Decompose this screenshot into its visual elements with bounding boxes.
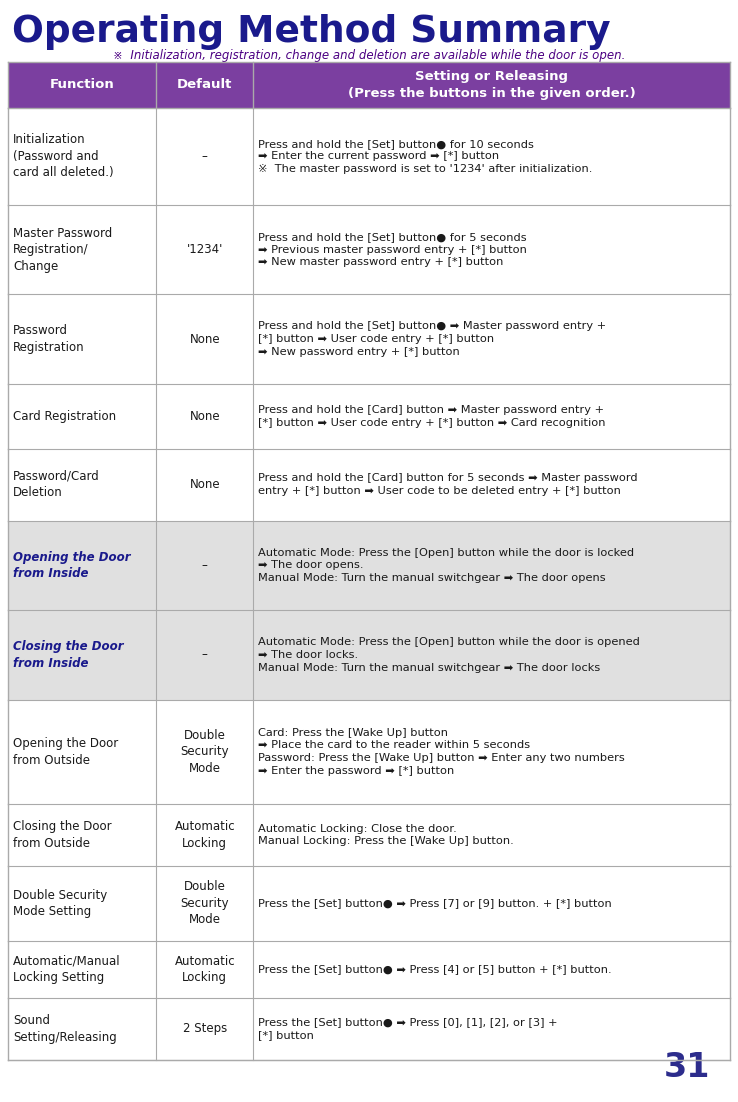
Text: –: –: [201, 648, 207, 661]
Text: Function: Function: [49, 78, 114, 91]
Text: Automatic Locking: Close the door.
Manual Locking: Press the [Wake Up] button.: Automatic Locking: Close the door. Manua…: [258, 823, 514, 846]
Text: Press and hold the [Set] button● ➡ Master password entry +
[*] button ➡ User cod: Press and hold the [Set] button● ➡ Maste…: [258, 322, 607, 357]
Text: Operating Method Summary: Operating Method Summary: [12, 14, 610, 50]
Text: –: –: [201, 150, 207, 163]
Text: Press and hold the [Set] button● for 10 seconds
➡ Enter the current password ➡ [: Press and hold the [Set] button● for 10 …: [258, 139, 593, 174]
Text: ※  Initialization, registration, change and deletion are available while the doo: ※ Initialization, registration, change a…: [113, 48, 625, 62]
Text: Automatic
Locking: Automatic Locking: [174, 820, 235, 850]
Text: Initialization
(Password and
card all deleted.): Initialization (Password and card all de…: [13, 133, 114, 180]
Text: Press and hold the [Set] button● for 5 seconds
➡ Previous master password entry : Press and hold the [Set] button● for 5 s…: [258, 231, 528, 268]
Bar: [8, 294, 730, 383]
Text: Press the [Set] button● ➡ Press [4] or [5] button + [*] button.: Press the [Set] button● ➡ Press [4] or […: [258, 964, 612, 974]
Text: Automatic/Manual
Locking Setting: Automatic/Manual Locking Setting: [13, 954, 120, 984]
Bar: [8, 520, 730, 611]
Bar: [8, 611, 730, 700]
Text: Press the [Set] button● ➡ Press [7] or [9] button. + [*] button: Press the [Set] button● ➡ Press [7] or […: [258, 898, 613, 908]
Text: Opening the Door
from Outside: Opening the Door from Outside: [13, 737, 118, 767]
Text: Closing the Door
from Inside: Closing the Door from Inside: [13, 640, 123, 670]
Text: Card: Press the [Wake Up] button
➡ Place the card to the reader within 5 seconds: Card: Press the [Wake Up] button ➡ Place…: [258, 727, 625, 776]
Text: Password
Registration: Password Registration: [13, 324, 85, 354]
Text: Double
Security
Mode: Double Security Mode: [180, 880, 229, 927]
Text: –: –: [201, 559, 207, 572]
Text: 31: 31: [663, 1051, 710, 1084]
Text: Opening the Door
from Inside: Opening the Door from Inside: [13, 551, 131, 580]
Bar: [8, 108, 730, 205]
Text: '1234': '1234': [187, 244, 223, 256]
Text: Press and hold the [Card] button for 5 seconds ➡ Master password
entry + [*] but: Press and hold the [Card] button for 5 s…: [258, 473, 638, 496]
Bar: [8, 866, 730, 941]
Text: Card Registration: Card Registration: [13, 410, 116, 423]
Text: Password/Card
Deletion: Password/Card Deletion: [13, 469, 100, 499]
Bar: [8, 997, 730, 1060]
Text: 2 Steps: 2 Steps: [182, 1023, 227, 1036]
Text: Sound
Setting/Releasing: Sound Setting/Releasing: [13, 1014, 117, 1044]
Text: Closing the Door
from Outside: Closing the Door from Outside: [13, 820, 111, 850]
Text: Press and hold the [Card] button ➡ Master password entry +
[*] button ➡ User cod: Press and hold the [Card] button ➡ Maste…: [258, 404, 606, 428]
Text: None: None: [190, 410, 220, 423]
Text: Double
Security
Mode: Double Security Mode: [180, 728, 229, 775]
Bar: [8, 383, 730, 449]
Text: Default: Default: [177, 78, 232, 91]
Bar: [8, 205, 730, 294]
Bar: [8, 700, 730, 804]
Text: Press the [Set] button● ➡ Press [0], [1], [2], or [3] +
[*] button: Press the [Set] button● ➡ Press [0], [1]…: [258, 1017, 558, 1040]
Bar: [8, 804, 730, 866]
Text: Automatic Mode: Press the [Open] button while the door is locked
➡ The door open: Automatic Mode: Press the [Open] button …: [258, 548, 635, 583]
Text: None: None: [190, 333, 220, 346]
Bar: [8, 941, 730, 997]
Text: None: None: [190, 478, 220, 491]
Text: Automatic Mode: Press the [Open] button while the door is opened
➡ The door lock: Automatic Mode: Press the [Open] button …: [258, 637, 641, 672]
Text: Double Security
Mode Setting: Double Security Mode Setting: [13, 888, 107, 918]
Text: Setting or Releasing
(Press the buttons in the given order.): Setting or Releasing (Press the buttons …: [348, 71, 635, 100]
Text: Automatic
Locking: Automatic Locking: [174, 954, 235, 984]
Bar: [8, 449, 730, 520]
Bar: [8, 62, 730, 108]
Text: Master Password
Registration/
Change: Master Password Registration/ Change: [13, 227, 112, 272]
